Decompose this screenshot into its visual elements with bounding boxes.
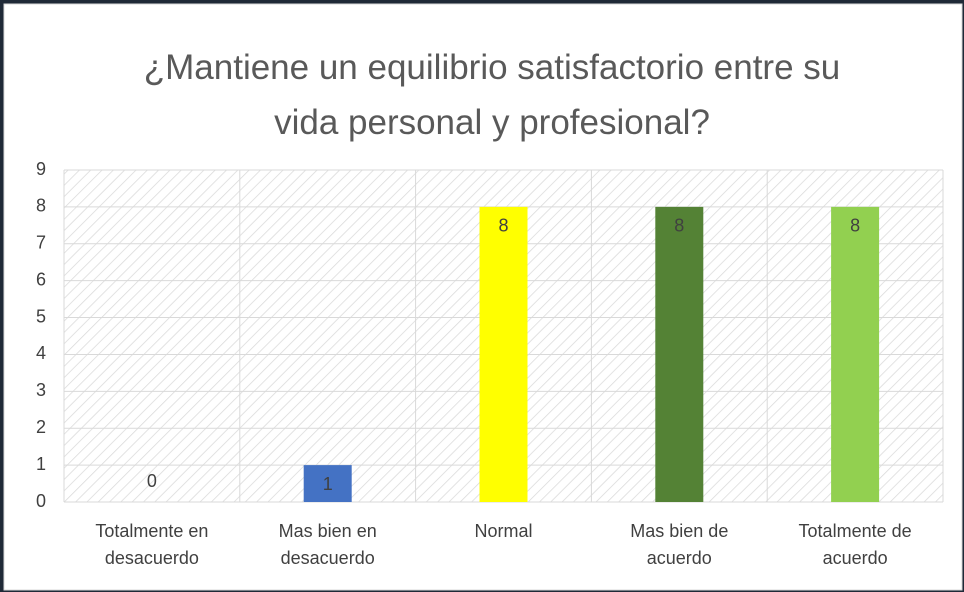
y-tick-label: 6 — [36, 269, 46, 289]
y-tick-label: 3 — [36, 380, 46, 400]
x-tick-label: Totalmente de acuerdo — [798, 521, 912, 568]
bar — [303, 465, 352, 502]
bar — [831, 206, 880, 502]
y-tick-label: 2 — [36, 417, 46, 437]
data-label: 1 — [323, 474, 333, 494]
data-label: 8 — [850, 216, 860, 236]
x-tick-label: Normal — [474, 521, 533, 541]
bar — [479, 206, 528, 502]
y-tick-label: 0 — [36, 491, 46, 511]
x-tick-label: Totalmente en desacuerdo — [95, 521, 209, 568]
y-tick-label: 4 — [36, 343, 46, 363]
x-tick-label: Mas bien en desacuerdo — [278, 521, 377, 568]
data-label: 8 — [498, 216, 508, 236]
data-label: 8 — [674, 216, 684, 236]
y-tick-label: 5 — [36, 306, 46, 326]
x-tick-label: Mas bien de acuerdo — [630, 521, 729, 568]
bar — [655, 206, 704, 502]
y-tick-label: 7 — [36, 233, 46, 253]
y-tick-label: 1 — [36, 454, 46, 474]
y-tick-label: 9 — [36, 159, 46, 179]
y-tick-label: 8 — [36, 196, 46, 216]
chart-title: ¿Mantiene un equilibrio satisfactorio en… — [143, 48, 841, 142]
data-label: 0 — [147, 471, 157, 491]
